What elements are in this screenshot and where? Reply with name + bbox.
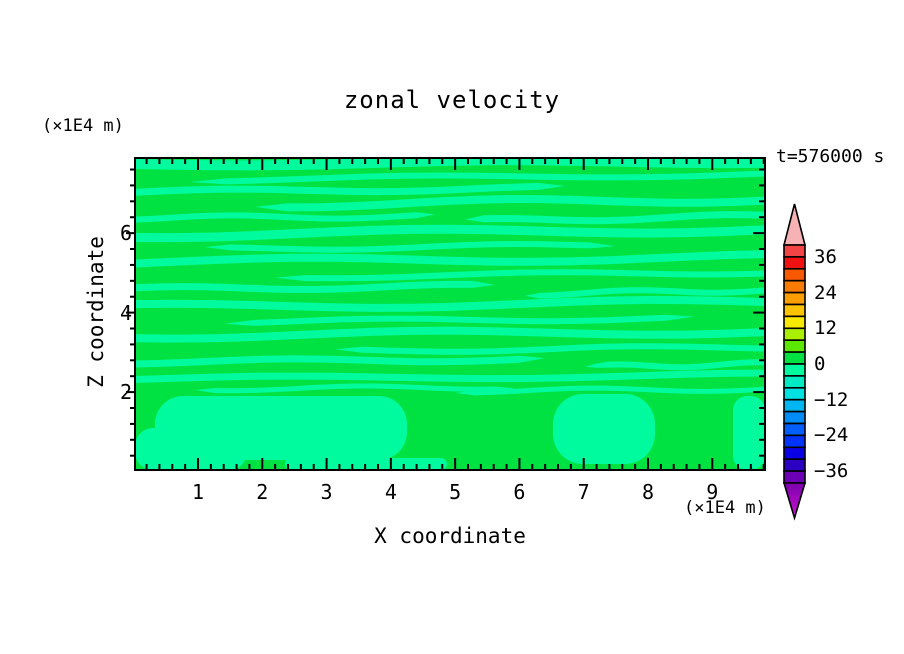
z-axis-unit-label: (×1E4 m)	[42, 116, 124, 136]
contour-band	[465, 211, 765, 225]
colorbar-label: 0	[814, 353, 826, 375]
y-tick-label: 4	[119, 300, 132, 325]
axis-ticks	[126, 158, 765, 470]
x-tick-label: 2	[256, 480, 269, 504]
contour-band	[525, 287, 765, 299]
colorbar-label: 12	[814, 317, 837, 339]
y-tick-label: 2	[119, 380, 132, 405]
colorbar-box	[783, 458, 806, 472]
contour-band	[135, 280, 495, 293]
plot-title: zonal velocity	[343, 86, 561, 114]
x-tick-label: 7	[577, 480, 590, 504]
contour-band	[190, 170, 765, 185]
colorbar-box	[783, 446, 806, 461]
x-tick-label: 8	[641, 480, 655, 504]
contour-band	[135, 355, 545, 368]
contour-band	[135, 369, 765, 383]
colorbar-box	[783, 256, 806, 270]
contour-band	[205, 241, 615, 253]
contour-patch	[733, 396, 765, 470]
x-axis-unit-label: (×1E4 m)	[684, 498, 766, 518]
x-axis-title: X coordinate	[374, 524, 526, 548]
contour-field	[135, 158, 765, 470]
contour-band	[135, 182, 565, 196]
contour-band	[135, 295, 765, 312]
x-tick-label: 3	[320, 480, 333, 504]
colorbar-box	[783, 327, 806, 342]
contour-band	[585, 359, 765, 371]
contour-patch	[553, 394, 655, 464]
colorbar-box	[783, 351, 806, 365]
contour-plot	[126, 157, 766, 471]
contour-band	[455, 385, 765, 396]
colorbar-label: 24	[814, 282, 837, 304]
contour-band	[135, 250, 765, 268]
colorbar-box	[783, 339, 806, 353]
colorbar-label: −36	[814, 460, 849, 482]
contour-band	[275, 269, 765, 282]
contour-band	[335, 343, 765, 355]
colorbar-box	[783, 387, 806, 401]
colorbar	[782, 203, 807, 521]
x-tick-label: 6	[513, 480, 526, 504]
colorbar-box	[783, 315, 806, 330]
colorbar-box	[783, 470, 806, 484]
x-tick-label: 5	[449, 480, 462, 504]
contour-band	[225, 314, 695, 326]
colorbar-box	[783, 375, 806, 389]
colorbar-top-arrow	[782, 203, 807, 246]
colorbar-box	[783, 244, 806, 258]
contour-band	[135, 224, 765, 243]
time-label: t=576000 s	[776, 146, 885, 167]
colorbar-box	[783, 410, 806, 425]
contour-band	[135, 158, 765, 171]
contour-band	[255, 195, 765, 212]
colorbar-label: 36	[814, 246, 837, 268]
colorbar-label: −12	[814, 389, 849, 411]
contour-band	[195, 383, 515, 394]
colorbar-box	[783, 363, 806, 377]
y-tick-label: 6	[119, 221, 132, 246]
colorbar-box	[783, 268, 806, 282]
plot-area	[126, 157, 766, 471]
colorbar-box	[783, 422, 806, 437]
colorbar-box	[783, 291, 806, 306]
colorbar-label: −24	[814, 424, 849, 446]
colorbar-box	[783, 279, 806, 294]
z-axis-title: Z coordinate	[84, 236, 108, 388]
contour-patch	[135, 428, 247, 470]
x-tick-label: 1	[191, 480, 205, 504]
contour-band	[135, 326, 765, 343]
x-tick-label: 9	[706, 480, 719, 504]
colorbar-bottom-arrow	[782, 482, 807, 521]
plot-frame	[134, 157, 766, 471]
x-tick-label: 4	[384, 480, 397, 504]
colorbar-box	[783, 434, 806, 449]
colorbar-box	[783, 303, 806, 318]
colorbar-box	[783, 398, 806, 413]
contour-band	[135, 212, 435, 223]
